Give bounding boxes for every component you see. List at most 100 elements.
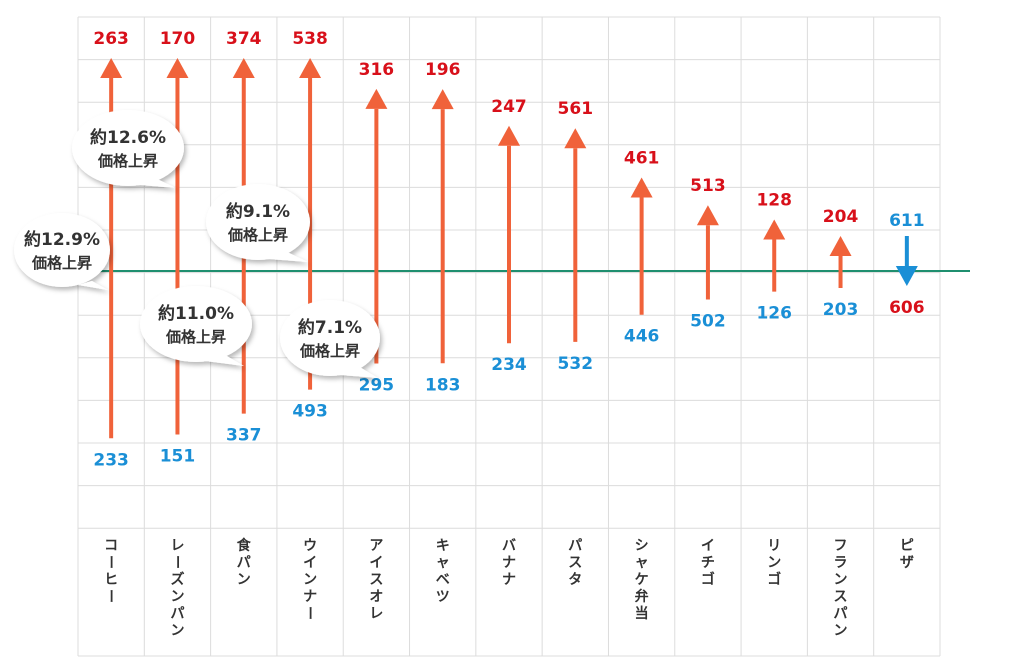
arrow-head [829,236,852,256]
category-label-char: チ [701,555,715,571]
category-label-char: パ [568,538,582,554]
old-price-label: 234 [491,355,527,375]
arrow-head [763,219,786,240]
new-price-label: 247 [491,97,527,117]
arrow-head [431,89,454,110]
annotation-line2: 価格上昇 [97,152,158,170]
new-price-label: 374 [226,29,262,49]
category-label-char: ナ [502,555,516,571]
category-label-char: ベ [436,572,450,588]
category-label-char: ン [303,572,317,588]
category-label-char: 食 [237,537,252,554]
category-label-char: ザ [900,555,914,571]
annotation-line1: 約7.1% [298,317,362,338]
category-label-char: ャ [436,555,450,571]
arrow-head [696,205,719,226]
old-price-label: 502 [690,311,726,331]
bubble-body [72,110,184,186]
category-label-char: イ [369,555,383,571]
annotation-line2: 価格上昇 [31,254,92,272]
old-price-label: 493 [292,402,328,422]
category-label-char: イ [303,555,317,571]
category-label-char: ス [568,555,582,571]
arrow-head [232,58,255,78]
category-label-char: ス [369,572,383,588]
bubble-body [140,286,252,362]
arrow-head [100,58,123,78]
category-label-char: ナ [502,572,516,588]
new-price-label: 561 [558,99,594,119]
arrow-head [895,266,918,286]
new-price-label: 461 [624,149,660,169]
annotation-bubble [14,213,110,290]
category-label-char: 当 [635,605,649,622]
category-label-char: ツ [436,589,450,605]
category-label-char: オ [369,589,383,605]
annotation-line2: 価格上昇 [227,226,288,244]
arrow-head [564,128,587,149]
bubble-body [14,213,110,287]
arrow-head [630,177,653,198]
bubble-body [206,184,310,260]
new-price-label: 316 [359,60,395,80]
category-label-char: ス [834,589,848,605]
bubble-tail [78,281,108,290]
bubble-tail [268,251,308,262]
old-price-label: 295 [359,375,395,395]
annotation-line1: 約9.1% [226,201,290,222]
annotation-line2: 価格上昇 [165,328,226,346]
annotation-line1: 約12.6% [90,127,166,148]
category-label-char: ー [102,555,118,569]
category-label-char: ン [170,623,184,639]
category-label-char: レ [170,538,184,554]
annotation-line1: 約12.9% [24,229,100,250]
arrow-head [365,88,388,109]
annotation-line2: 価格上昇 [299,342,360,360]
category-label-char: ズ [170,571,184,588]
annotation-bubble [280,300,380,378]
arrow-head [299,58,322,78]
category-label-char: ー [168,555,184,569]
new-price-label: 196 [425,60,461,80]
category-label-char: パ [834,606,848,622]
category-label-char: ン [767,555,781,571]
annotations: 約12.9%価格上昇約12.6%価格上昇約11.0%価格上昇約9.1%価格上昇約… [14,110,380,378]
category-label-char: ケ [635,572,649,588]
new-price-label: 128 [756,191,792,211]
arrow-head [498,125,520,146]
category-label-char: ピ [900,538,914,554]
category-label-char: ー [301,606,317,620]
new-price-label: 204 [823,207,859,227]
new-price-label: 513 [690,176,726,196]
old-price-label: 233 [93,450,129,470]
value-labels: 233 263 151 170 337 374 493 538 295 316 183 196 234 2… [93,29,924,470]
annotation-line1: 約11.0% [158,303,234,324]
old-price-label: 183 [425,375,461,395]
category-label-char: フ [834,538,848,554]
bubble-tail [340,366,378,378]
category-label-char: シ [635,538,649,554]
category-label-char: ウ [303,538,317,554]
category-label-char: ヒ [104,572,118,588]
new-price-label: 538 [292,29,328,49]
category-label-char: リ [767,538,781,554]
category-label-char: 弁 [635,588,649,605]
category-label-char: イ [701,538,715,554]
category-label-char: ナ [303,589,317,605]
old-price-label: 446 [624,327,660,347]
bubble-tail [205,352,244,366]
annotation-bubble [72,110,184,188]
old-price-label: 151 [160,446,196,466]
category-label-char: タ [568,572,582,588]
category-label-char: ゴ [701,571,715,588]
category-label-char: ン [170,589,184,605]
old-price-label: 532 [558,354,594,374]
category-label-char: ラ [834,555,848,571]
new-price-label: 170 [160,29,196,49]
category-label-char: ゴ [767,571,781,588]
category-label-char: ン [834,572,848,588]
category-label-char: ン [834,623,848,639]
category-label-char: パ [237,555,251,571]
annotation-bubble [140,286,252,366]
